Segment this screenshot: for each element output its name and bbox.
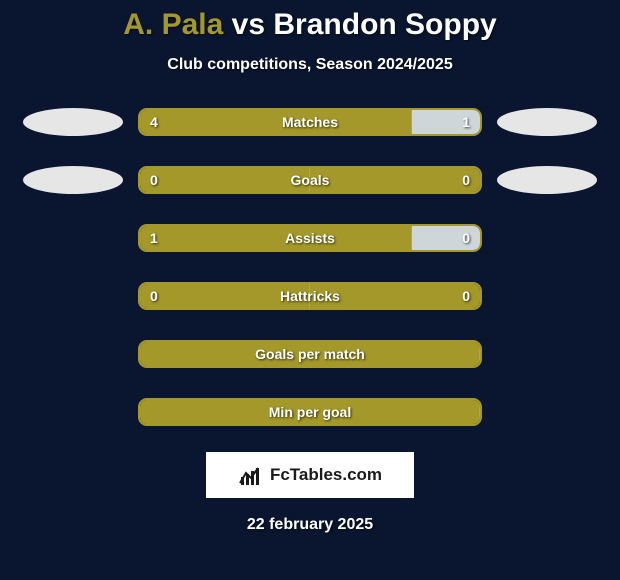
- bar-segment-right: [310, 168, 480, 192]
- player2-avatar: [494, 160, 600, 200]
- bar-segment-left: [140, 168, 310, 192]
- title-player1: A. Pala: [123, 8, 223, 41]
- comparison-card: A. Pala vs Brandon Soppy Club competitio…: [0, 0, 620, 534]
- stat-label: Matches: [282, 114, 338, 130]
- subtitle: Club competitions, Season 2024/2025: [0, 56, 620, 74]
- spacer: [20, 334, 126, 374]
- stat-value-right: 1: [462, 114, 470, 130]
- spacer: [20, 218, 126, 258]
- title-vs: vs: [232, 8, 265, 41]
- bar-segment-left: [140, 110, 412, 134]
- spacer: [494, 334, 600, 374]
- date-label: 22 february 2025: [0, 516, 620, 534]
- stat-label: Min per goal: [269, 404, 351, 420]
- logo-text: FcTables.com: [270, 465, 382, 485]
- player1-avatar: [20, 102, 126, 142]
- spacer: [494, 276, 600, 316]
- stat-row: Assists 1 0: [0, 218, 620, 258]
- stat-bar: Goals per match: [138, 340, 482, 368]
- spacer: [20, 276, 126, 316]
- stat-row: Goals 0 0: [0, 160, 620, 200]
- page-title: A. Pala vs Brandon Soppy: [0, 8, 620, 42]
- bar-segment-left: [140, 226, 412, 250]
- stat-bar: Assists 1 0: [138, 224, 482, 252]
- stat-rows: Matches41 Goals00 Assists10Hattricks00Go…: [0, 102, 620, 432]
- stat-label: Hattricks: [280, 288, 340, 304]
- stat-value-right: 0: [462, 172, 470, 188]
- stat-label: Goals: [291, 172, 330, 188]
- spacer: [494, 218, 600, 258]
- stat-value-left: 0: [150, 172, 158, 188]
- player2-avatar: [494, 102, 600, 142]
- chart-icon: [238, 463, 264, 487]
- spacer: [494, 392, 600, 432]
- spacer: [20, 392, 126, 432]
- stat-bar: Hattricks 0 0: [138, 282, 482, 310]
- stat-value-right: 0: [462, 230, 470, 246]
- logo-box: FcTables.com: [206, 452, 414, 498]
- stat-value-left: 4: [150, 114, 158, 130]
- stat-value-left: 1: [150, 230, 158, 246]
- stat-row: Min per goal: [0, 392, 620, 432]
- stat-row: Matches 4 1: [0, 102, 620, 142]
- stat-bar: Min per goal: [138, 398, 482, 426]
- stat-value-left: 0: [150, 288, 158, 304]
- logo-prefix: Fc: [270, 465, 290, 484]
- stat-bar: Goals 0 0: [138, 166, 482, 194]
- title-player2: Brandon Soppy: [273, 8, 496, 41]
- stat-row: Goals per match: [0, 334, 620, 374]
- logo-main: Tables: [290, 465, 343, 484]
- stat-row: Hattricks 0 0: [0, 276, 620, 316]
- stat-value-right: 0: [462, 288, 470, 304]
- stat-label: Goals per match: [255, 346, 365, 362]
- logo-suffix: .com: [342, 465, 382, 484]
- stat-bar: Matches 4 1: [138, 108, 482, 136]
- player1-avatar: [20, 160, 126, 200]
- stat-label: Assists: [285, 230, 335, 246]
